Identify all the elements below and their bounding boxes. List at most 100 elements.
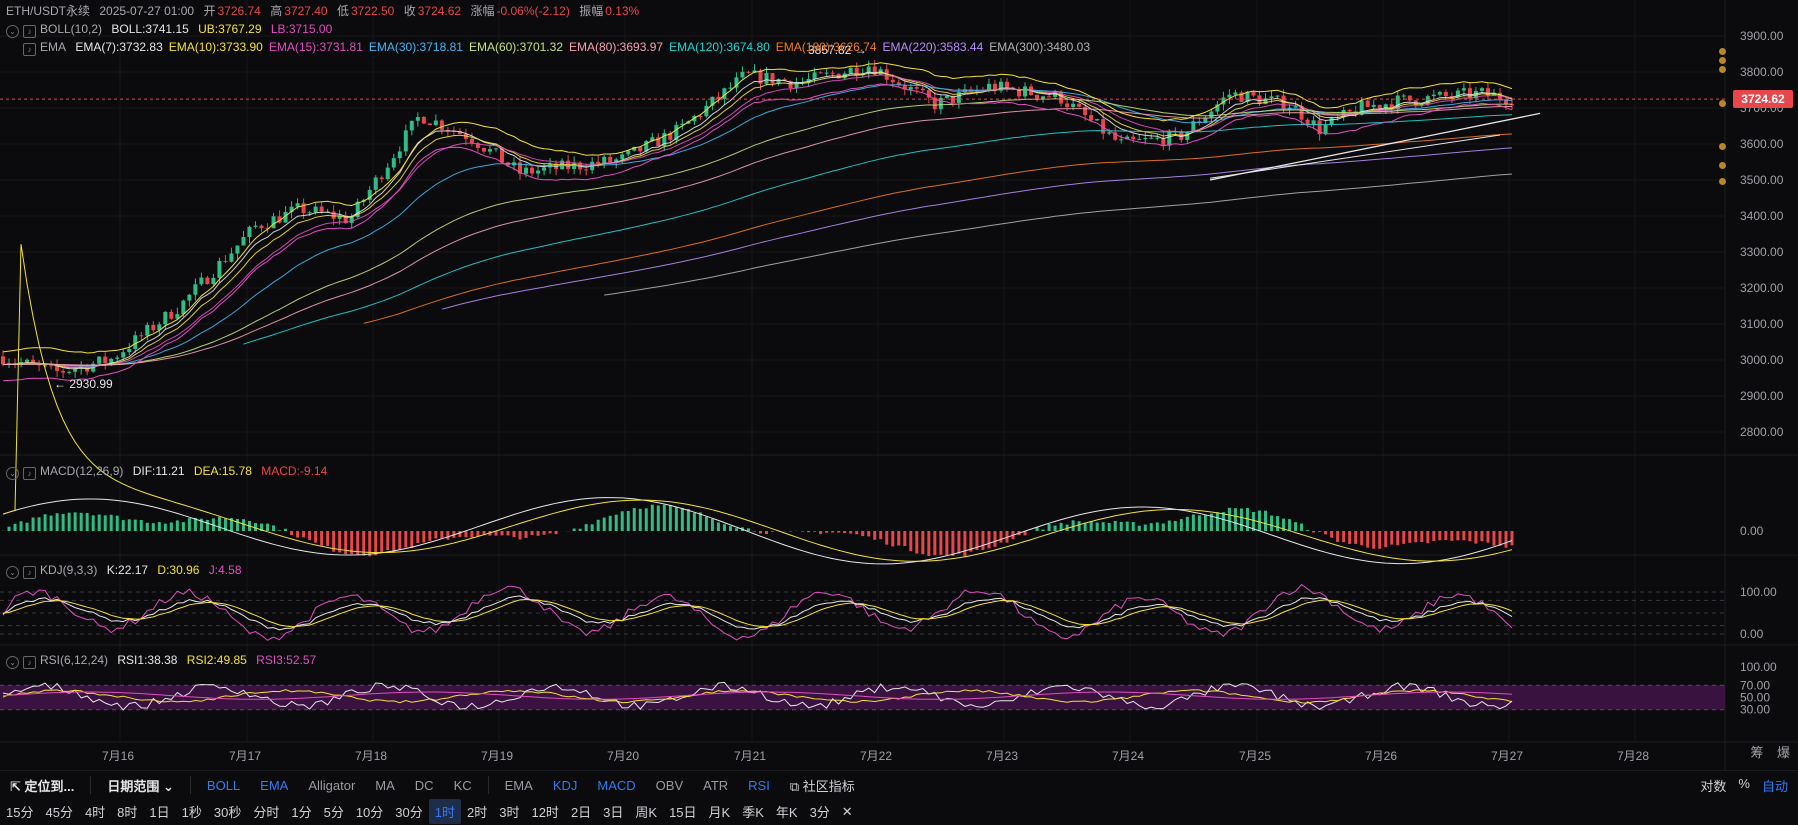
chip-label[interactable]: 筹	[1750, 745, 1764, 760]
boll-name[interactable]: BOLL(10,2)	[40, 22, 103, 36]
alert-dot[interactable]	[1719, 143, 1726, 150]
candle-body	[427, 123, 432, 126]
macd-bar	[1438, 531, 1442, 541]
candle-body	[1215, 104, 1220, 112]
collapse-icon[interactable]: ⌄	[6, 467, 19, 480]
macd-bar	[873, 531, 877, 540]
kdj-name[interactable]: KDJ(9,3,3)	[40, 563, 98, 577]
date-range-button[interactable]: 日期范围 ⌄	[97, 776, 184, 795]
alert-dot[interactable]	[1719, 57, 1726, 64]
chart-canvas[interactable]: 3900.003800.003700.003600.003500.003400.…	[0, 0, 1798, 770]
interval-10[interactable]: 10分	[355, 805, 384, 820]
community-indicator-button[interactable]: ⧉ 社区指标	[780, 776, 865, 795]
candle-body	[1419, 104, 1424, 106]
bell-icon[interactable]: ♪	[23, 566, 36, 579]
interval-2[interactable]: 4时	[84, 805, 106, 820]
interval-5[interactable]: 1秒	[181, 805, 202, 820]
bell-icon[interactable]: ♪	[23, 25, 36, 38]
collapse-icon[interactable]: ⌄	[6, 566, 19, 579]
macd-bar	[644, 508, 648, 531]
interval-23[interactable]: 3分	[809, 805, 830, 820]
log-scale-button[interactable]: 对数	[1700, 778, 1727, 794]
interval-14[interactable]: 3时	[499, 805, 520, 820]
macd-bar	[1288, 519, 1292, 531]
bell-icon[interactable]: ♪	[23, 467, 36, 480]
macd-name[interactable]: MACD(12,26,9)	[40, 464, 124, 478]
interval-3[interactable]: 8时	[117, 805, 138, 820]
locate-button[interactable]: ⇱ 定位到...	[0, 776, 84, 795]
interval-13[interactable]: 2时	[467, 805, 488, 820]
candle-body	[157, 324, 162, 331]
candle-body	[349, 217, 354, 223]
macd-bar	[1161, 523, 1165, 531]
interval-8[interactable]: 1分	[291, 805, 312, 820]
main-indicator-dc[interactable]: DC	[414, 777, 434, 793]
interval-9[interactable]: 5分	[323, 805, 344, 820]
close-icon[interactable]: ✕	[841, 803, 853, 819]
sub-indicator-ema[interactable]: EMA	[504, 777, 533, 793]
sub-indicator-rsi[interactable]: RSI	[748, 777, 770, 793]
sub-indicator-obv[interactable]: OBV	[655, 777, 684, 793]
interval-0[interactable]: 15分	[6, 805, 34, 820]
interval-17[interactable]: 3日	[603, 805, 624, 820]
interval-21[interactable]: 季K	[742, 805, 764, 820]
date-tick: 7月26	[1365, 749, 1397, 763]
alert-dot[interactable]	[1719, 66, 1726, 73]
macd-bar	[1125, 521, 1129, 531]
bell-icon[interactable]: ♪	[23, 43, 36, 56]
interval-16[interactable]: 2日	[570, 805, 592, 820]
interval-4[interactable]: 1日	[149, 805, 170, 820]
sub-indicator-macd[interactable]: MACD	[597, 777, 636, 793]
macd-bar	[1462, 531, 1466, 541]
interval-7[interactable]: 分时	[253, 805, 280, 820]
alert-dot[interactable]	[1719, 178, 1726, 185]
candle-body	[722, 88, 727, 100]
collapse-icon[interactable]: ⌄	[6, 25, 19, 38]
main-indicator-kc[interactable]: KC	[453, 777, 472, 793]
liquidation-label[interactable]: 爆	[1776, 745, 1790, 760]
auto-scale-button[interactable]: 自动	[1761, 778, 1788, 794]
candle-body	[632, 146, 637, 151]
candle-body	[205, 277, 210, 285]
interval-1[interactable]: 45分	[45, 805, 73, 820]
ema-line	[2, 74, 1513, 368]
interval-20[interactable]: 月K	[708, 805, 731, 820]
candle-body	[73, 369, 78, 372]
macd-bar	[1366, 531, 1370, 548]
interval-19[interactable]: 15日	[669, 805, 697, 820]
ohlc-legend: ETH/USDT永续 2025-07-27 01:00 开 3726.74 高 37…	[6, 3, 645, 19]
interval-6[interactable]: 30秒	[213, 805, 242, 820]
sub-indicator-atr[interactable]: ATR	[703, 777, 729, 793]
macd-bar	[73, 512, 77, 531]
candle-body	[1047, 96, 1052, 98]
percent-scale-button[interactable]: %	[1738, 775, 1750, 791]
macd-bar	[1131, 522, 1135, 531]
ema-line	[2, 98, 1512, 366]
alert-dot[interactable]	[1719, 100, 1726, 107]
ema-value-6: EMA(120):3674.80	[669, 40, 770, 54]
macd-bar	[1306, 530, 1310, 531]
main-indicator-ma[interactable]: MA	[375, 777, 395, 793]
interval-18[interactable]: 周K	[635, 805, 658, 820]
alert-dot[interactable]	[1719, 48, 1726, 55]
bell-icon[interactable]: ♪	[23, 656, 36, 669]
main-indicator-ema[interactable]: EMA	[260, 777, 289, 793]
collapse-icon[interactable]: ⌄	[6, 656, 19, 669]
interval-15[interactable]: 12时	[531, 805, 559, 820]
ema-name[interactable]: EMA	[40, 40, 67, 54]
interval-bar: 15分 45分 4时 8时 1日 1秒 30秒 分时 1分 5分 10分 30分 1时 2时 3时 12时 2日…	[0, 798, 1798, 825]
macd-bar	[632, 508, 636, 531]
candle-body	[277, 216, 282, 223]
interval-11[interactable]: 30分	[395, 805, 423, 820]
candle-body	[1221, 97, 1226, 105]
main-indicator-alligator[interactable]: Alligator	[308, 777, 356, 793]
alert-dot[interactable]	[1719, 162, 1726, 169]
rsi-name[interactable]: RSI(6,12,24)	[40, 653, 109, 667]
main-indicator-boll[interactable]: BOLL	[206, 777, 241, 793]
boll-lower	[2, 83, 1513, 382]
macd-bar	[266, 523, 270, 531]
interval-22[interactable]: 年K	[775, 805, 798, 820]
sub-indicator-kdj[interactable]: KDJ	[552, 777, 578, 793]
macd-bar	[320, 531, 324, 546]
interval-12[interactable]: 1时	[428, 799, 461, 824]
